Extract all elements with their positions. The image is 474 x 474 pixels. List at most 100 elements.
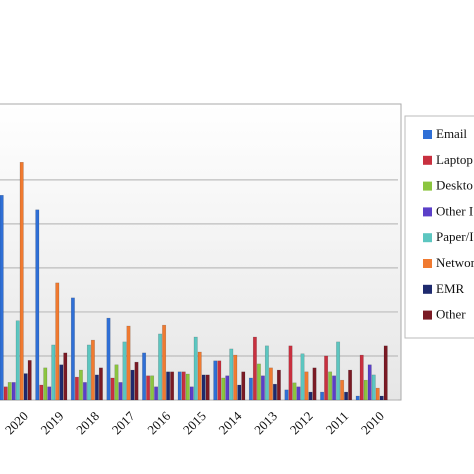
bar (110, 377, 115, 401)
legend-label: Deskto (436, 178, 473, 193)
bar (205, 374, 210, 401)
legend-box (404, 115, 474, 339)
bar (51, 344, 56, 401)
bar (39, 384, 44, 401)
legend-label: Paper/I (436, 229, 474, 244)
bar (118, 382, 123, 401)
legend-swatch (423, 130, 432, 139)
bar (237, 384, 242, 401)
bar (383, 345, 388, 401)
bar (106, 317, 111, 401)
x-tick-label: 2017 (109, 408, 138, 437)
bar (3, 386, 8, 401)
bar (264, 345, 269, 401)
bar (55, 282, 60, 401)
bar (320, 391, 325, 401)
x-tick-label: 2015 (180, 408, 209, 437)
bar (328, 371, 333, 401)
bar (126, 325, 131, 401)
legend-swatch (423, 233, 432, 243)
bar (248, 377, 253, 401)
bar (185, 373, 190, 401)
bar (94, 374, 99, 401)
bar (193, 336, 198, 401)
bar (201, 374, 206, 401)
bar (324, 355, 329, 401)
bar (348, 369, 353, 401)
legend-swatch (423, 259, 432, 268)
bar (154, 386, 159, 401)
legend-label: Other (436, 307, 466, 322)
x-tick-label: 2013 (251, 408, 280, 437)
bar (260, 375, 265, 401)
bar (82, 382, 87, 401)
x-tick-label: 2014 (216, 408, 245, 437)
legend-label: Other I (436, 203, 473, 218)
x-tick-label: 2018 (73, 408, 102, 437)
bar (15, 320, 20, 401)
bar (213, 360, 218, 401)
x-tick-label: 2011 (323, 408, 352, 437)
bar (241, 371, 246, 401)
legend-label: Networ (436, 255, 474, 270)
bar (375, 387, 380, 401)
legend-label: Laptop (436, 152, 473, 167)
bar (0, 195, 4, 401)
bar (312, 367, 317, 401)
bar (59, 364, 64, 401)
bar (130, 369, 135, 401)
bar (189, 386, 194, 401)
bar (27, 360, 32, 401)
bar (35, 209, 40, 401)
bar (78, 369, 83, 401)
bar (43, 367, 48, 401)
bar (308, 391, 313, 401)
x-tick-label: 2020 (2, 408, 31, 437)
bar (225, 375, 230, 401)
bar (276, 369, 281, 401)
legend-label: EMR (436, 281, 465, 296)
bar (379, 395, 384, 401)
bar (296, 386, 301, 401)
bar (367, 364, 372, 401)
legend-swatch (423, 181, 432, 191)
bar (142, 352, 147, 401)
plot-area (0, 103, 402, 401)
bar (90, 339, 95, 401)
legend-swatch (423, 310, 432, 320)
bar (336, 341, 341, 401)
x-tick-label: 2012 (287, 408, 316, 437)
bar (11, 382, 16, 401)
bar (181, 371, 186, 401)
bar (166, 371, 171, 401)
bar (19, 161, 24, 401)
legend-swatch (423, 284, 432, 294)
bar (344, 391, 349, 401)
bar (268, 367, 273, 401)
bar (63, 352, 68, 401)
bar (47, 386, 52, 401)
legend-label: Email (436, 126, 467, 141)
bar (252, 336, 257, 401)
bar (146, 375, 151, 401)
bar (70, 297, 75, 401)
x-tick-label: 2010 (358, 408, 387, 437)
bar (217, 360, 222, 401)
bar (122, 341, 127, 401)
bar (355, 395, 360, 401)
bar (288, 345, 293, 401)
bar (114, 364, 119, 401)
bar (272, 383, 277, 401)
bar (134, 361, 139, 401)
bar (86, 344, 91, 401)
x-tick-label: 2019 (38, 408, 67, 437)
bar (170, 371, 175, 401)
legend-swatch (423, 207, 432, 217)
bar (371, 374, 376, 401)
bar (221, 377, 226, 401)
bar (74, 376, 79, 401)
bar (150, 375, 155, 401)
bar (229, 348, 234, 401)
bar (98, 367, 103, 401)
